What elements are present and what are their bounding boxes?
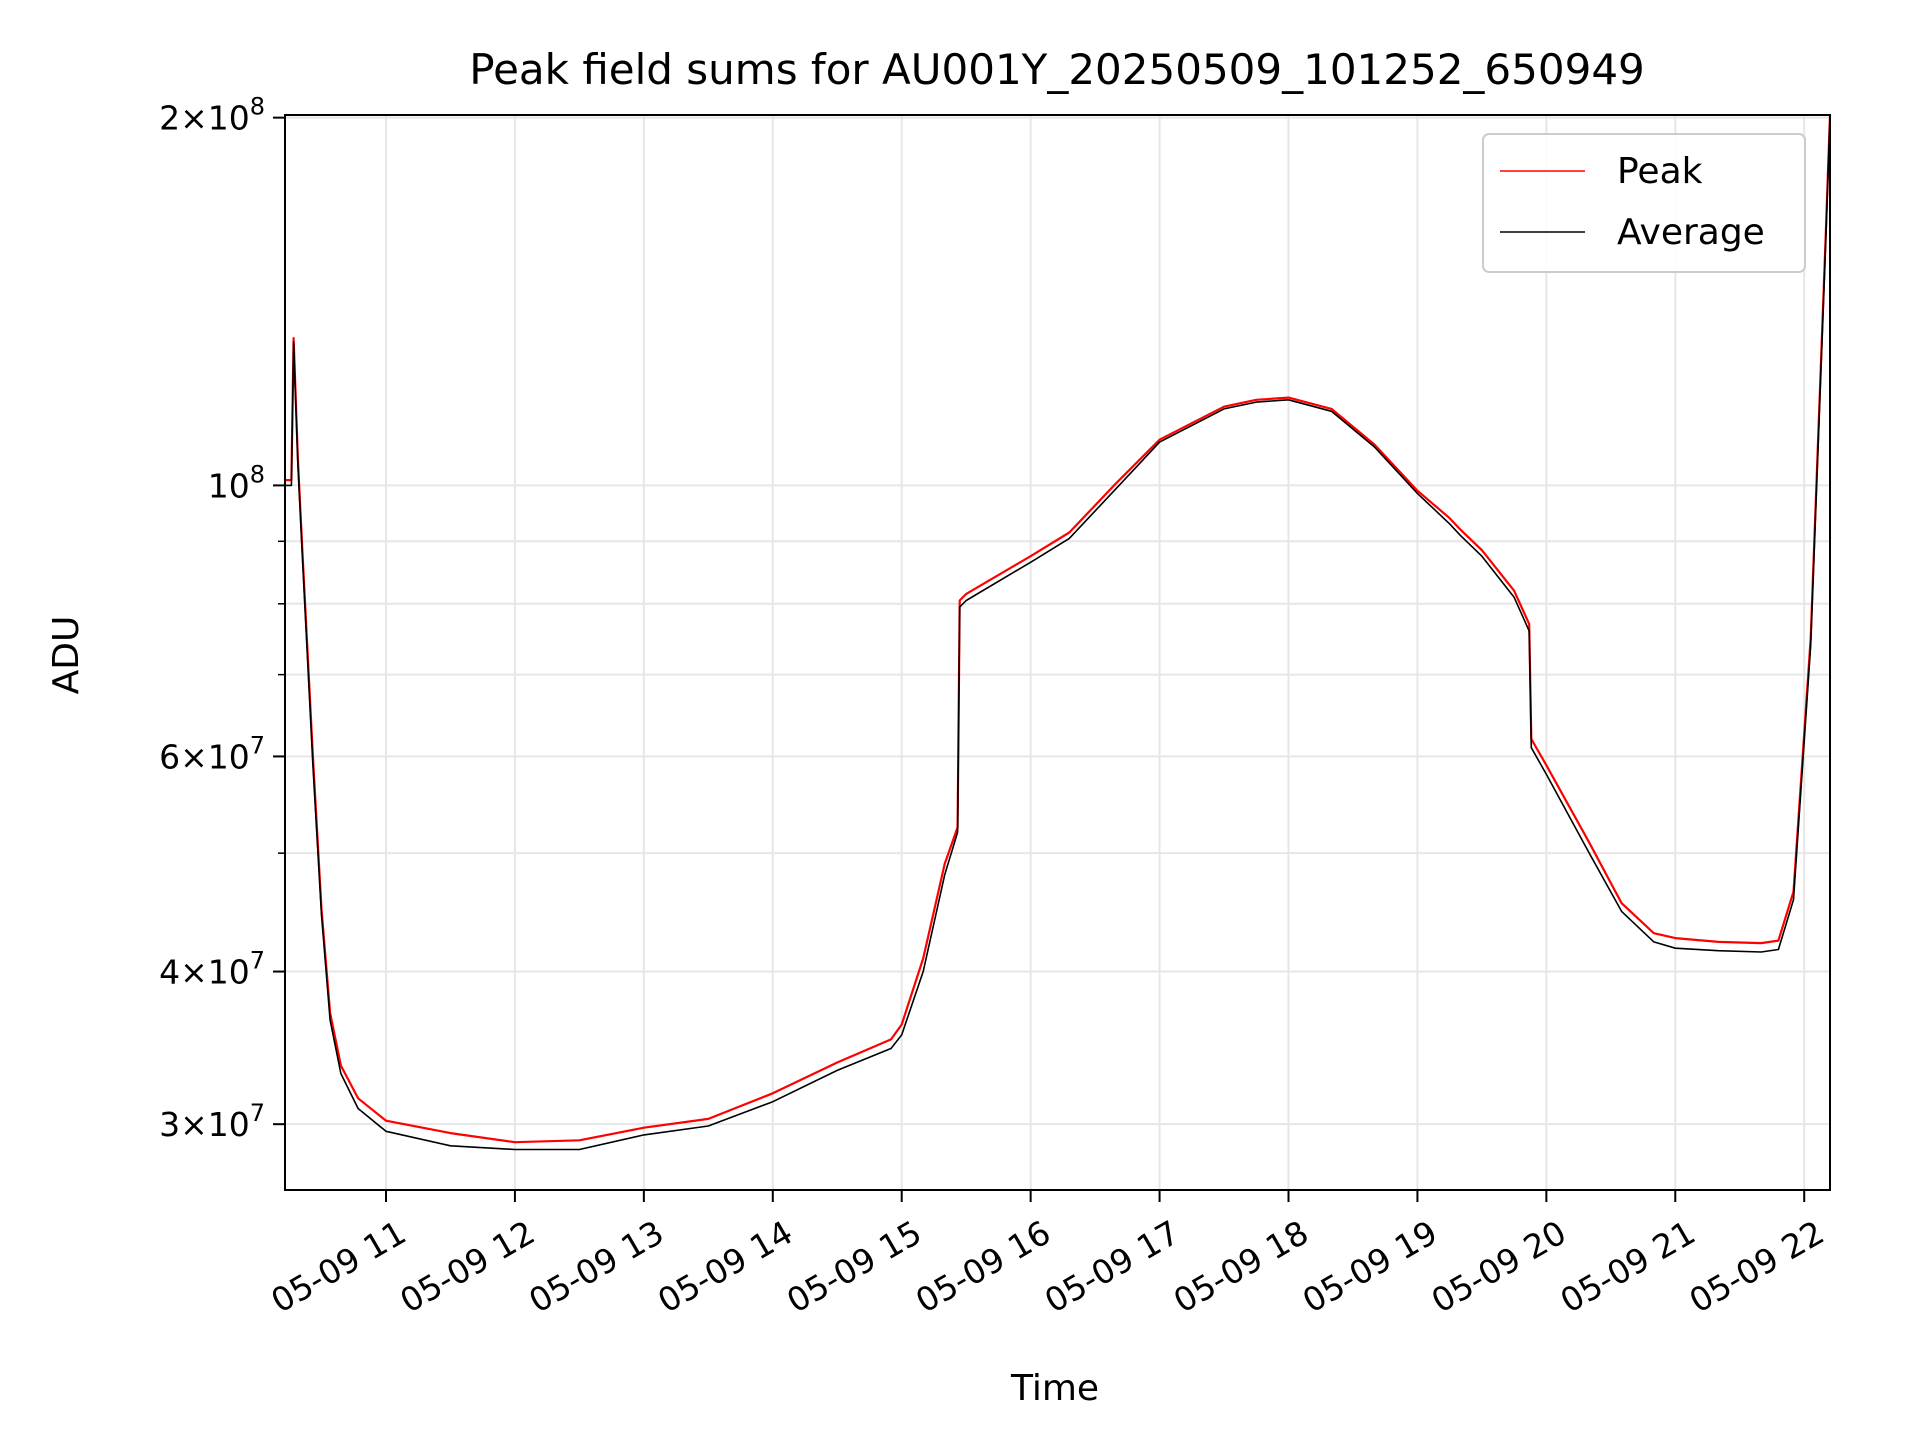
y-tick-exponent: 8 xyxy=(250,460,265,488)
y-tick-label: 4×107 xyxy=(159,947,265,992)
y-tick-exponent: 7 xyxy=(250,1099,265,1127)
y-tick-label: 3×107 xyxy=(159,1099,265,1144)
chart-title: Peak field sums for AU001Y_20250509_1012… xyxy=(469,45,1645,94)
y-tick-label: 2×108 xyxy=(159,93,265,138)
y-tick-exponent: 7 xyxy=(250,947,265,975)
y-tick-exponent: 7 xyxy=(250,731,265,759)
series-layer xyxy=(285,114,1832,1151)
legend-label-average: Average xyxy=(1617,212,1765,253)
series-line-average xyxy=(285,116,1831,1151)
series-line-peak xyxy=(285,114,1832,1144)
legend-box xyxy=(1482,133,1806,273)
y-axis-label: ADU xyxy=(46,616,87,695)
plot-frame xyxy=(284,114,1831,1191)
legend-label-peak: Peak xyxy=(1617,151,1703,192)
y-tick-exponent: 8 xyxy=(250,93,265,121)
grid xyxy=(285,115,1830,1190)
x-axis-label: Time xyxy=(1010,1368,1099,1409)
legend: Peak Average xyxy=(1482,133,1806,273)
y-tick-label: 6×107 xyxy=(159,731,265,776)
